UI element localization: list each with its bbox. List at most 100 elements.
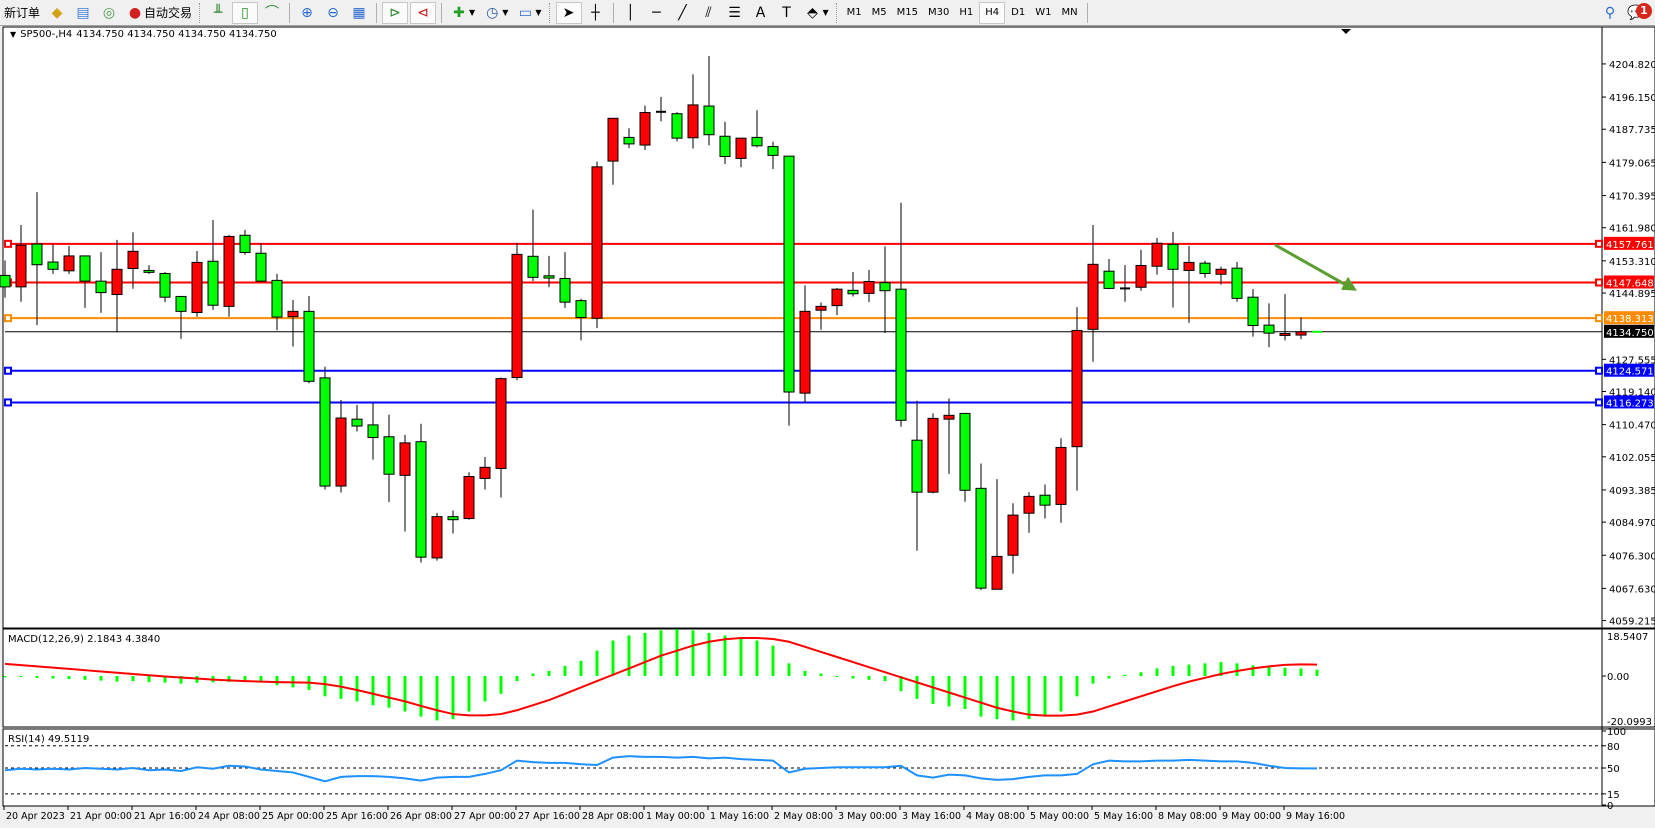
level-handle[interactable] [4,398,12,407]
horizontal-line-button[interactable]: ─ [645,2,669,24]
macd-histogram-bar [611,640,615,677]
chart-shift-button[interactable]: ⊲ [410,1,437,24]
timeframe-w1[interactable]: W1 [1035,7,1052,18]
navigator-button[interactable]: ▤ [71,2,95,24]
level-handle[interactable] [4,239,12,248]
level-handle[interactable] [1595,314,1603,323]
timeframe-m5[interactable]: M5 [871,7,887,18]
timeframe-d1[interactable]: D1 [1011,7,1026,18]
divider [376,2,378,23]
candlestick-button[interactable]: ▯ [232,1,259,24]
level-handle[interactable] [1595,278,1603,287]
zoom-out-button[interactable]: ⊖ [321,2,345,24]
timeframe-m15[interactable]: M15 [896,7,919,18]
rsi-line [4,755,1317,783]
level-handle[interactable] [1595,239,1603,248]
arrow-head-icon[interactable] [1341,276,1357,291]
candle-body [63,255,75,272]
signals-button[interactable]: ◎ [97,2,121,24]
macd-histogram-bar [1107,676,1111,679]
macd-histogram-bar [1091,676,1095,684]
text-label-button[interactable]: T [775,2,799,24]
vertical-line-button[interactable]: │ [619,2,643,24]
macd-histogram-bar [323,676,327,697]
macd-histogram-bar [419,676,423,717]
macd-histogram-bar [371,676,375,706]
level-handle[interactable] [4,366,12,375]
navigator-icon: ▤ [76,4,90,21]
candle-body [447,516,459,521]
crosshair-button[interactable]: ┼ [584,2,608,24]
line-chart-button[interactable]: ⌒ [260,2,284,24]
auto-trading-label: 自动交易 [144,6,193,20]
channel-button[interactable]: ⫽ [697,2,721,24]
level-handle[interactable] [1595,398,1603,407]
candle-body [495,378,507,469]
toolbar-grip[interactable] [835,2,839,23]
macd-histogram-bar [1139,672,1143,677]
macd-histogram-bar [499,676,503,694]
tile-windows-button[interactable]: ▦ [347,2,371,24]
timeframe-m1[interactable]: M1 [846,7,862,18]
collapse-triangle-icon[interactable]: ▼ [10,30,17,39]
candle-body [127,250,139,270]
auto-scroll-icon: ⊳ [389,4,401,21]
level-handle[interactable] [4,314,12,323]
fibonacci-button[interactable]: ☰ [723,2,747,24]
macd-histogram-bar [179,676,183,684]
auto-scroll-button[interactable]: ⊳ [382,1,409,24]
timeframe-h1[interactable]: H1 [959,7,974,18]
cursor-button[interactable]: ➤ [555,1,582,24]
macd-histogram-bar [99,676,103,681]
macd-histogram-bar [131,676,135,682]
candle-body [639,112,651,146]
level-handle[interactable] [1595,366,1603,375]
macd-histogram-bar [531,673,535,677]
candle-body [1135,264,1147,288]
price-tick-label: 4076.300 [1609,551,1655,562]
trendline-button[interactable]: ╱ [671,2,695,24]
symbol-label: SP500-,H4 [20,29,73,40]
arrows-icon: ⬘ [807,4,818,21]
price-tick-label: 4119.140 [1609,387,1655,398]
search-button[interactable]: ⚲ [1598,2,1622,24]
macd-histogram-bar [1027,676,1031,720]
market-watch-button[interactable]: ◆ [45,2,69,24]
candle-body [623,136,635,145]
chart-shift-marker-icon[interactable] [1341,29,1351,34]
templates-button[interactable]: ▭ ▼ [513,2,544,24]
toolbar-grip[interactable] [548,2,552,23]
chevron-down-icon: ▼ [502,8,509,17]
candle-body [1199,262,1211,274]
zoom-in-button[interactable]: ⊕ [295,2,319,24]
macd-histogram-bar [259,676,263,683]
price-tick-label: 4067.630 [1609,584,1655,595]
timeframe-mn[interactable]: MN [1061,7,1078,18]
macd-histogram-bar [227,676,231,682]
notifications-button[interactable]: 💬1 [1624,2,1654,24]
periods-button[interactable]: ◷ ▼ [480,2,511,24]
macd-histogram-bar [1251,665,1255,677]
main-panel [2,26,1655,629]
indicators-button[interactable]: ✚ ▼ [447,2,478,24]
candle-body [175,295,187,312]
auto-trading-icon: ● [128,4,142,21]
timeframe-h4[interactable]: H4 [979,1,1006,24]
candle-body [831,288,843,307]
trend-arrow-line[interactable] [1274,243,1350,289]
text-button[interactable]: A [749,2,773,24]
toolbar-grip[interactable] [199,2,202,23]
macd-histogram-bar [867,676,871,680]
arrows-button[interactable]: ⬘ ▼ [801,2,832,24]
timeframe-m30[interactable]: M30 [928,7,950,18]
price-tick-label: 4144.895 [1609,289,1655,300]
candle-body [143,269,155,273]
new-order-button[interactable]: 新订单 [1,2,43,24]
bar-chart-button[interactable]: ╨ [206,2,230,24]
macd-histogram-bar [627,635,631,677]
level-price-label: 4147.648 [1606,278,1654,289]
auto-trading-button[interactable]: ● 自动交易 [123,2,195,24]
chevron-down-icon: ▼ [469,8,476,17]
time-axis-label: 5 May 16:00 [1094,811,1153,822]
